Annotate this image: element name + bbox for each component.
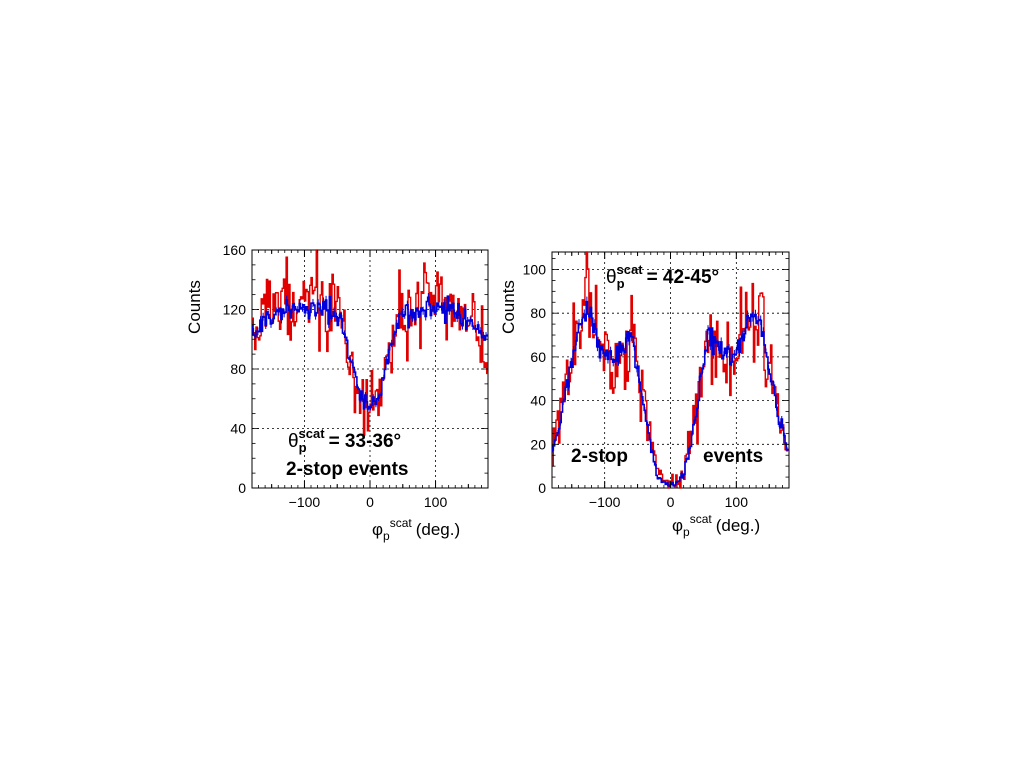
annotation-theta-value: = 42-45° xyxy=(647,267,720,288)
x-axis-label-symbol: φ xyxy=(672,516,683,535)
x-axis-label-unit: (deg.) xyxy=(716,516,760,535)
y-tick-label: 160 xyxy=(223,242,247,258)
x-axis-label-sup: scat xyxy=(390,516,413,530)
x-axis-label-unit: (deg.) xyxy=(416,520,460,539)
annotation-theta-sup: scat xyxy=(299,426,326,441)
annotation-theta-range: θpscat = 33-36° xyxy=(288,426,401,455)
annotation-theta-sup: scat xyxy=(617,262,644,277)
y-tick-label: 80 xyxy=(230,361,246,377)
x-tick-label: −100 xyxy=(289,494,321,510)
x-tick-label: −100 xyxy=(589,494,621,510)
y-tick-label: 60 xyxy=(530,349,546,365)
series-simulation-histogram xyxy=(252,295,488,410)
annotation-event-type: 2-stop events xyxy=(286,459,408,480)
x-axis-label-symbol: φ xyxy=(372,520,383,539)
annotation-theta-value: = 33-36° xyxy=(329,431,402,452)
y-tick-label: 100 xyxy=(523,261,547,277)
y-tick-label: 120 xyxy=(223,302,247,318)
annotation-event-type-part1: 2-stop xyxy=(571,446,628,467)
y-axis-label: Counts xyxy=(185,280,204,334)
ticks: −100 0 100 0 40 80 120 160 xyxy=(223,242,489,510)
annotation-event-type-part2: events xyxy=(703,446,763,467)
x-axis-label-sub: p xyxy=(683,525,690,539)
y-tick-label: 40 xyxy=(530,393,546,409)
x-tick-label: 0 xyxy=(667,494,675,510)
annotation-theta-range: θpscat = 42-45° xyxy=(606,262,719,291)
x-axis-label-sub: p xyxy=(383,529,390,543)
annotation-theta-symbol: θ xyxy=(606,267,617,288)
x-tick-label: 100 xyxy=(424,494,448,510)
x-axis-label: φpscat (deg.) xyxy=(372,516,460,543)
grid xyxy=(552,252,789,488)
y-tick-label: 80 xyxy=(530,305,546,321)
x-axis-label: φpscat (deg.) xyxy=(672,512,760,539)
series-group xyxy=(252,249,488,436)
x-axis-label-sup: scat xyxy=(690,512,713,526)
x-tick-label: 100 xyxy=(725,494,749,510)
y-axis-label: Counts xyxy=(499,280,518,334)
annotation-theta-sub: p xyxy=(617,276,625,291)
ticks: −100 0 100 0 20 40 60 80 100 xyxy=(523,252,790,510)
annotation-theta-sub: p xyxy=(299,440,307,455)
x-tick-label: 0 xyxy=(366,494,374,510)
y-tick-label: 0 xyxy=(538,480,546,496)
y-tick-label: 20 xyxy=(530,436,546,452)
y-tick-label: 40 xyxy=(230,421,246,437)
annotation-theta-symbol: θ xyxy=(288,431,299,452)
y-tick-label: 0 xyxy=(238,480,246,496)
